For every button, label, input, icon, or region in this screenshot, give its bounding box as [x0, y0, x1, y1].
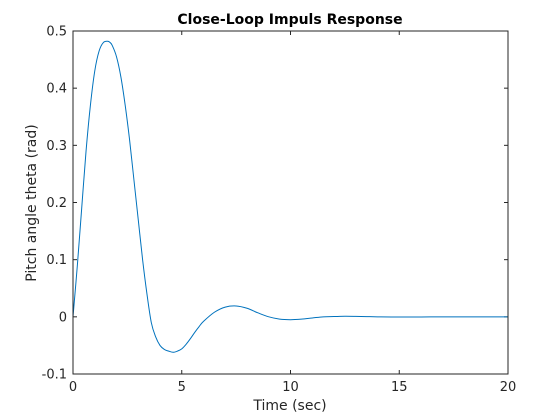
x-axis-label: Time (sec)	[252, 398, 326, 414]
chart-title: Close-Loop Impuls Response	[177, 12, 402, 28]
series-layer	[72, 40, 508, 353]
y-tick-label: 0.2	[46, 196, 67, 211]
x-tick-label: 5	[178, 380, 186, 395]
y-axis-label: Pitch angle theta (rad)	[24, 124, 40, 281]
y-tick-label: 0	[59, 310, 67, 325]
y-tick-label: 0.4	[46, 82, 67, 97]
plot-area	[73, 31, 508, 374]
y-tick-label: 0.5	[46, 25, 67, 40]
x-tick-label: 10	[282, 380, 299, 395]
y-ticks: -0.1 0 0.1 0.2 0.3 0.4 0.5	[42, 25, 508, 383]
x-tick-label: 15	[391, 380, 408, 395]
y-tick-label: 0.3	[46, 139, 67, 154]
axes-box	[72, 30, 509, 375]
y-tick-label: 0.1	[46, 253, 67, 268]
x-tick-label: 20	[500, 380, 517, 395]
y-tick-label: -0.1	[42, 368, 67, 383]
response-line	[72, 40, 508, 353]
x-tick-label: 0	[69, 380, 77, 395]
